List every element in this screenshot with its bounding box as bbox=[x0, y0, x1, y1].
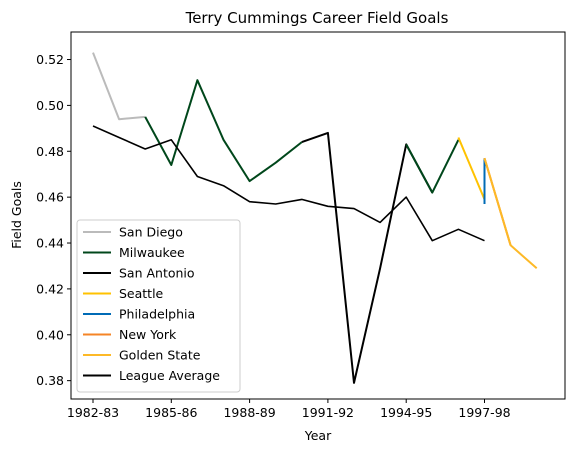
y-tick-label: 0.44 bbox=[36, 236, 64, 251]
x-tick-label: 1988-89 bbox=[223, 405, 275, 420]
y-tick-label: 0.48 bbox=[36, 144, 64, 159]
legend-box bbox=[76, 219, 241, 393]
legend-label-new-york: New York bbox=[119, 327, 177, 342]
legend-label-golden-state: Golden State bbox=[119, 348, 201, 363]
series-line-san-antonio-2 bbox=[301, 131, 434, 384]
plot-frame bbox=[70, 31, 566, 400]
series-line-league-average-8 bbox=[92, 125, 485, 242]
legend: San Diego Milwaukee San Antonio Seattle Phil… bbox=[76, 219, 241, 393]
y-tick-label: 0.40 bbox=[36, 327, 64, 342]
x-axis-title: Year bbox=[304, 428, 332, 443]
series-layer bbox=[92, 52, 538, 384]
legend-label-san-diego: San Diego bbox=[119, 225, 183, 240]
x-tick-label: 1991-92 bbox=[302, 405, 354, 420]
series-line-milwaukee-1 bbox=[144, 79, 303, 183]
x-tick-label: 1985-86 bbox=[145, 405, 197, 420]
series-line-san-diego-0 bbox=[92, 52, 146, 121]
chart-title: Terry Cummings Career Field Goals bbox=[185, 9, 449, 27]
legend-label-milwaukee: Milwaukee bbox=[119, 245, 185, 260]
y-tick-label: 0.38 bbox=[36, 373, 64, 388]
y-tick-label: 0.46 bbox=[36, 190, 64, 205]
x-tick-label: 1997-98 bbox=[458, 405, 510, 420]
x-tick-label: 1994-95 bbox=[380, 405, 432, 420]
legend-label-seattle: Seattle bbox=[119, 286, 164, 301]
y-tick-label: 0.50 bbox=[36, 98, 64, 113]
series-line-golden-state-7 bbox=[483, 157, 538, 270]
y-tick-label: 0.52 bbox=[36, 52, 64, 67]
x-axis: 1982-83 1985-86 1988-89 1991-92 1994-95 1997-… bbox=[67, 399, 511, 420]
series-line-seattle-4 bbox=[457, 137, 486, 200]
y-tick-label: 0.42 bbox=[36, 281, 64, 296]
series-line-milwaukee-3 bbox=[405, 139, 460, 194]
legend-label-philadelphia: Philadelphia bbox=[119, 307, 195, 322]
legend-label-san-antonio: San Antonio bbox=[119, 266, 195, 281]
y-axis-title: Field Goals bbox=[9, 181, 24, 249]
legend-label-league-average: League Average bbox=[119, 368, 220, 383]
x-tick-label: 1982-83 bbox=[67, 405, 119, 420]
y-axis: 0.38 0.40 0.42 0.44 0.46 0.48 0.50 0.52 bbox=[36, 52, 71, 388]
